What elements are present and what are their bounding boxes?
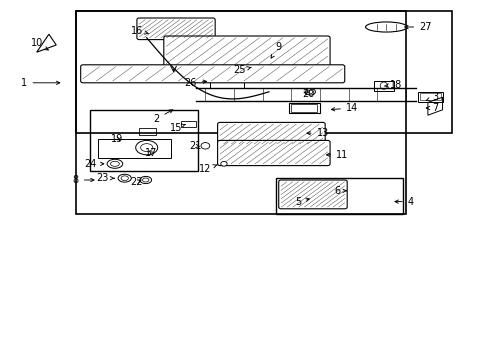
Bar [90, 110, 198, 171]
Text: 9: 9 [270, 42, 281, 58]
Bar [419, 93, 440, 100]
Text: 14: 14 [331, 103, 358, 113]
Text: 7: 7 [426, 103, 437, 113]
Text: 16: 16 [130, 26, 148, 36]
Text: 1: 1 [21, 78, 60, 88]
Ellipse shape [136, 140, 157, 155]
Text: 15: 15 [169, 123, 185, 133]
Bar [305, 194, 332, 205]
Text: 13: 13 [306, 128, 328, 138]
FancyBboxPatch shape [278, 180, 346, 209]
Text: 2: 2 [153, 110, 172, 124]
Ellipse shape [118, 174, 131, 182]
Text: 24: 24 [84, 159, 103, 169]
Text: 26: 26 [184, 78, 206, 88]
Ellipse shape [365, 22, 406, 32]
Ellipse shape [201, 143, 209, 149]
Ellipse shape [140, 176, 151, 184]
FancyBboxPatch shape [81, 65, 344, 83]
Bar [253, 64, 264, 69]
Text: 12: 12 [199, 164, 217, 174]
Bar [251, 63, 266, 70]
Text: 5: 5 [295, 197, 308, 207]
Bar [210, 79, 244, 88]
Bar [290, 104, 316, 112]
Text: 17: 17 [145, 148, 158, 158]
Bar [373, 81, 393, 91]
Text: 21: 21 [189, 141, 202, 151]
Text: 19: 19 [111, 134, 123, 144]
Text: 20: 20 [301, 89, 314, 99]
Bar [98, 139, 171, 158]
Bar [76, 11, 405, 214]
Ellipse shape [305, 89, 315, 95]
FancyBboxPatch shape [217, 122, 325, 146]
Ellipse shape [221, 161, 226, 166]
Text: 25: 25 [233, 65, 251, 75]
Text: 3: 3 [426, 92, 437, 102]
Text: 23: 23 [96, 173, 114, 183]
Bar [276, 178, 403, 214]
Text: 8: 8 [73, 175, 94, 185]
Text: 22: 22 [130, 177, 143, 187]
Bar [417, 92, 442, 102]
Bar [181, 121, 195, 127]
FancyBboxPatch shape [217, 140, 329, 166]
Text: 11: 11 [326, 150, 348, 160]
Text: 18: 18 [384, 80, 402, 90]
Ellipse shape [107, 159, 122, 168]
Bar [76, 11, 451, 133]
Text: 27: 27 [404, 22, 431, 32]
Text: 4: 4 [394, 197, 413, 207]
FancyBboxPatch shape [137, 18, 215, 40]
Text: 10: 10 [30, 38, 48, 50]
Text: 6: 6 [334, 186, 346, 196]
FancyBboxPatch shape [163, 36, 329, 67]
Bar [288, 103, 320, 113]
Bar [139, 128, 156, 135]
